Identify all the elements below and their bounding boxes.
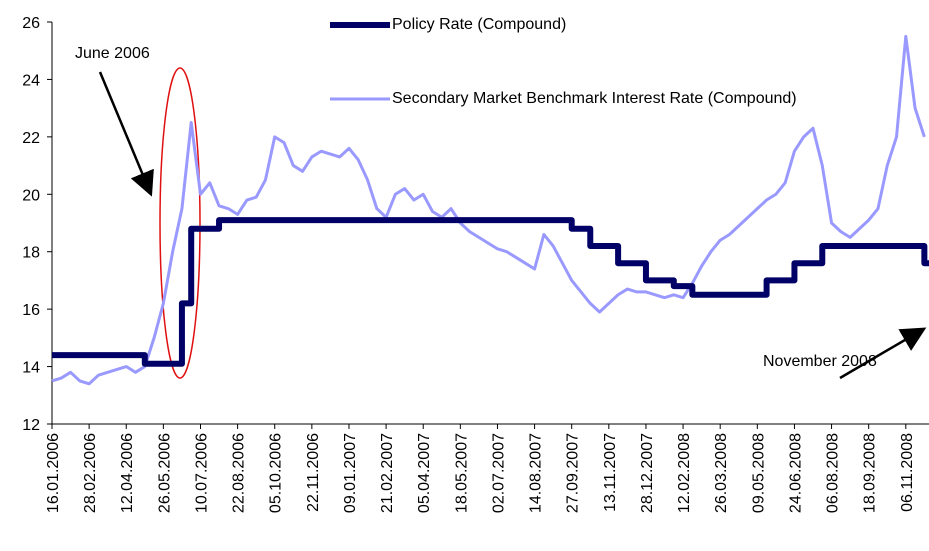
x-tick-label: 26.05.2006 xyxy=(156,433,173,513)
x-tick-label: 22.11.2006 xyxy=(305,433,322,512)
x-tick-label: 10.07.2006 xyxy=(193,433,210,513)
series-line xyxy=(51,34,926,386)
series-line xyxy=(52,217,929,367)
annotation-arrow xyxy=(839,327,927,380)
x-tick-label: 06.08.2008 xyxy=(825,433,842,513)
highlight-ellipse xyxy=(159,67,201,379)
x-tick-label: 24.06.2008 xyxy=(787,433,804,513)
x-tick-label: 05.04.2007 xyxy=(416,433,433,513)
x-tick-label: 21.02.2007 xyxy=(379,433,396,513)
x-tick-label: 26.03.2008 xyxy=(713,433,730,513)
x-tick-label: 02.07.2007 xyxy=(490,433,507,513)
annotation: June 2006 xyxy=(75,45,150,62)
annotation-arrow xyxy=(98,71,154,197)
x-tick-label: 09.05.2008 xyxy=(750,433,767,513)
x-tick-label: 12.04.2006 xyxy=(119,433,136,513)
x-tick-label: 12.02.2008 xyxy=(676,433,693,513)
x-tick-label: 05.10.2006 xyxy=(268,433,285,513)
legend-label: Secondary Market Benchmark Interest Rate… xyxy=(392,90,797,107)
x-tick-label: 14.08.2007 xyxy=(528,433,545,513)
y-tick-label: 16 xyxy=(22,302,40,319)
y-tick-label: 20 xyxy=(22,187,40,204)
annotation: November 2008 xyxy=(763,353,877,370)
x-tick-label: 22.08.2006 xyxy=(231,433,248,513)
x-tick-label: 28.02.2006 xyxy=(82,433,99,513)
x-tick-label: 27.09.2007 xyxy=(565,433,582,513)
y-tick-label: 22 xyxy=(22,130,40,147)
y-tick-label: 26 xyxy=(22,15,40,32)
x-tick-label: 09.01.2007 xyxy=(342,433,359,513)
y-tick-label: 12 xyxy=(22,417,40,434)
y-tick-label: 18 xyxy=(22,245,40,262)
x-tick-label: 28.12.2007 xyxy=(639,433,656,513)
x-tick-label: 16.01.2006 xyxy=(45,433,62,513)
x-tick-label: 18.05.2007 xyxy=(453,433,470,513)
x-tick-label: 13.11.2007 xyxy=(602,433,619,512)
legend-label: Policy Rate (Compound) xyxy=(392,16,567,33)
y-tick-label: 24 xyxy=(22,72,40,89)
x-tick-label: 06.11.2008 xyxy=(899,433,916,512)
x-tick-label: 18.09.2008 xyxy=(862,433,879,513)
y-tick-label: 14 xyxy=(22,360,40,377)
